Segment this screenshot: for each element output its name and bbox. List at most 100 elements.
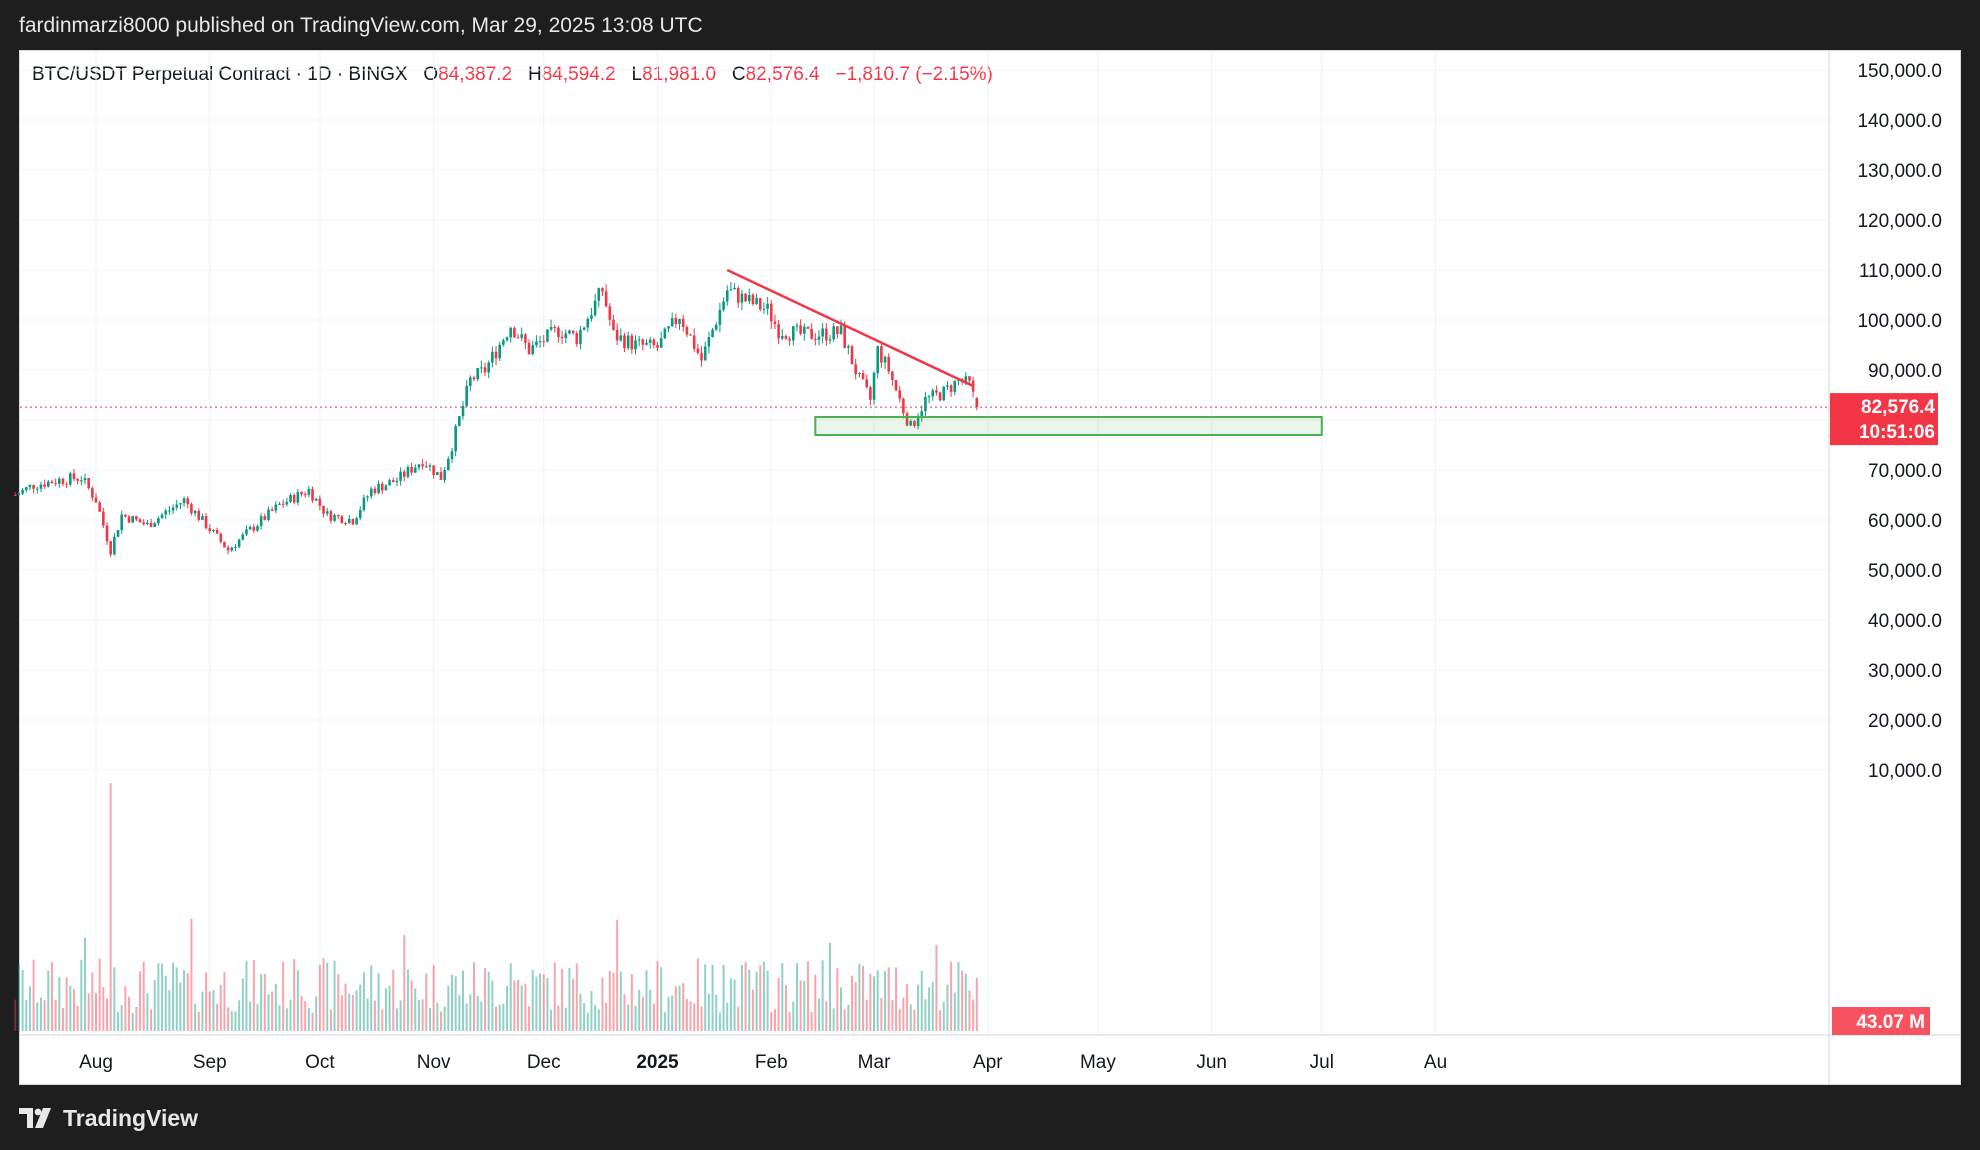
candle-body xyxy=(814,338,817,340)
volume-bar xyxy=(744,962,747,1031)
y-tick-label: 130,000.0 xyxy=(1857,161,1942,182)
candle-body xyxy=(120,514,123,531)
volume-bar xyxy=(406,969,409,1031)
candle-body xyxy=(322,505,325,514)
volume-bar xyxy=(25,1000,28,1031)
volume-bar xyxy=(58,977,61,1031)
volume-bar xyxy=(447,985,450,1031)
candle-body xyxy=(641,339,645,345)
candle-body xyxy=(806,326,810,329)
volume-bar xyxy=(131,1012,134,1031)
volume-bar xyxy=(315,996,318,1031)
volume-bar xyxy=(83,937,86,1031)
volume-bar xyxy=(729,978,732,1031)
volume-bar xyxy=(942,1001,945,1031)
volume-bar xyxy=(972,999,975,1031)
chart-frame[interactable] xyxy=(19,50,1961,1085)
volume-bar xyxy=(616,919,619,1031)
volume-bar xyxy=(829,942,831,1031)
volume-bar xyxy=(583,1003,586,1031)
candle-body xyxy=(351,518,355,525)
candle-body xyxy=(391,480,395,483)
y-tick-label: 40,000.0 xyxy=(1868,611,1942,632)
candle-body xyxy=(821,328,824,337)
candle-body xyxy=(681,318,685,328)
candle-body xyxy=(263,516,267,520)
volume-bar xyxy=(700,1006,703,1031)
candle-body xyxy=(270,509,274,511)
volume-bar xyxy=(843,1009,846,1031)
candle-body xyxy=(190,504,193,514)
volume-bar xyxy=(623,994,626,1031)
candle-body xyxy=(722,301,725,310)
candle-body xyxy=(234,546,237,548)
candle-body xyxy=(656,345,659,348)
volume-bar xyxy=(436,1002,439,1031)
volume-bar xyxy=(278,1005,281,1031)
volume-bar xyxy=(751,989,754,1031)
volume-bar xyxy=(205,972,208,1031)
volume-bar xyxy=(47,970,50,1031)
candlesticks xyxy=(13,281,979,558)
volume-bar xyxy=(704,964,707,1031)
candle-body xyxy=(913,421,916,426)
volume-bar xyxy=(432,965,435,1031)
chart-annotations xyxy=(20,268,1829,436)
candle-body xyxy=(425,466,428,468)
candle-body xyxy=(755,298,758,305)
candle-body xyxy=(729,289,733,291)
candle-body xyxy=(333,515,336,521)
tradingview-logo[interactable]: TradingView xyxy=(19,1098,198,1138)
candle-body xyxy=(696,348,700,353)
footer-bar xyxy=(0,1085,1980,1150)
candle-body xyxy=(491,351,494,363)
volume-bar xyxy=(318,964,321,1031)
volume-bar xyxy=(597,1009,600,1031)
volume-bar xyxy=(348,993,351,1031)
candle-body xyxy=(700,352,703,361)
y-tick-label: 100,000.0 xyxy=(1857,311,1942,332)
volume-bar xyxy=(263,974,266,1031)
candle-body xyxy=(758,298,762,310)
volume-bar xyxy=(773,1008,776,1031)
candle-body xyxy=(131,516,134,523)
volume-bar xyxy=(931,982,934,1031)
candle-body xyxy=(186,498,190,505)
chart-grid xyxy=(20,52,1828,1035)
y-tick-label: 90,000.0 xyxy=(1868,361,1942,382)
volume-bar xyxy=(542,974,545,1031)
volume-bar xyxy=(575,963,578,1031)
high-value: 84,594.2 xyxy=(541,64,616,85)
volume-bar xyxy=(627,1004,630,1031)
price-badge-countdown: 10:51:06 xyxy=(1859,422,1935,443)
candle-body xyxy=(461,405,465,417)
volume-bar xyxy=(722,964,725,1031)
volume-bar xyxy=(660,967,663,1031)
candle-body xyxy=(887,356,891,372)
volume-bar xyxy=(102,987,105,1031)
volume-bar xyxy=(509,963,512,1031)
x-tick-label: 2025 xyxy=(636,1052,679,1073)
volume-bar xyxy=(172,962,175,1031)
volume-bar xyxy=(667,996,670,1031)
volume-bar xyxy=(755,971,758,1031)
volume-bar xyxy=(913,1009,916,1031)
candle-body xyxy=(858,372,861,375)
candle-body xyxy=(168,510,171,512)
volume-bar xyxy=(399,1000,402,1031)
volume-bar xyxy=(553,962,556,1031)
candle-body xyxy=(509,327,513,338)
candle-body xyxy=(751,294,755,305)
candle-body xyxy=(410,466,413,473)
open-value: 84,387.2 xyxy=(438,64,513,85)
candle-body xyxy=(454,425,457,452)
candle-body xyxy=(76,479,79,481)
candle-body xyxy=(72,473,76,480)
volume-bar xyxy=(54,1000,57,1031)
volume-bar xyxy=(21,970,24,1031)
candle-body xyxy=(832,326,835,340)
volume-bar xyxy=(238,1000,241,1031)
candle-body xyxy=(711,329,714,337)
candle-body xyxy=(138,519,142,523)
